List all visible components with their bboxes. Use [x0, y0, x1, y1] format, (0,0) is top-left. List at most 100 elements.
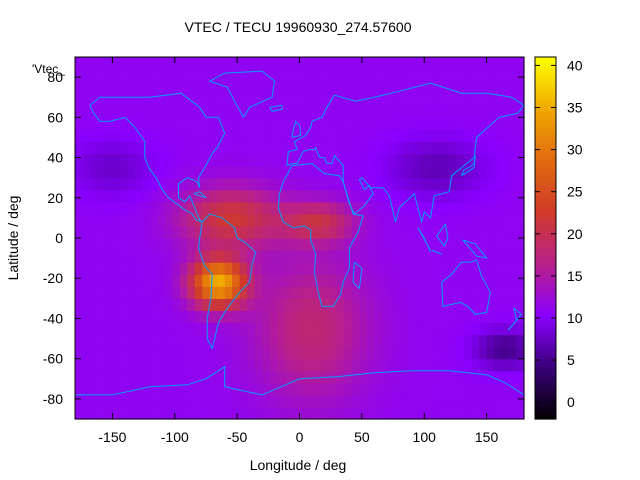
heatmap-cell — [202, 382, 211, 396]
heatmap-cell — [344, 177, 353, 191]
heatmap-cell — [471, 225, 480, 239]
heatmap-cell — [314, 165, 323, 179]
heatmap-cell — [426, 153, 435, 167]
heatmap-cell — [359, 322, 368, 336]
colorbar-segment — [535, 370, 556, 375]
colorbar-segment — [535, 123, 556, 127]
coastline — [441, 259, 491, 315]
heatmap-cell — [389, 406, 398, 420]
heatmap-cell — [501, 57, 510, 70]
colorbar-segment — [535, 319, 556, 324]
heatmap-cell — [284, 310, 293, 324]
heatmap-cell — [479, 141, 488, 155]
heatmap-cell — [262, 286, 271, 299]
heatmap-cell — [494, 406, 503, 420]
heatmap-cell — [232, 201, 241, 215]
heatmap-cell — [149, 153, 158, 167]
heatmap-cell — [187, 286, 196, 299]
heatmap-cell — [344, 57, 353, 70]
heatmap-cell — [464, 129, 473, 143]
heatmap-cell — [262, 189, 271, 203]
heatmap-cell — [359, 286, 368, 299]
heatmap-cell — [172, 213, 181, 227]
heatmap-cell — [404, 322, 413, 336]
heatmap-cell — [119, 141, 128, 155]
heatmap-cell — [389, 129, 398, 143]
heatmap-cell — [501, 201, 510, 215]
heatmap-cell — [434, 117, 443, 130]
heatmap-cell — [494, 322, 503, 336]
heatmap-cell — [479, 286, 488, 299]
colorbar-segment — [535, 132, 556, 137]
heatmap-cell — [471, 406, 480, 420]
heatmap-cell — [456, 213, 465, 227]
heatmap-cell — [404, 153, 413, 167]
heatmap-cell — [157, 81, 166, 94]
heatmap-cell — [89, 153, 99, 167]
heatmap-cell — [142, 358, 151, 372]
heatmap-cell — [351, 286, 360, 299]
colorbar-segment — [535, 415, 556, 420]
heatmap-cell — [254, 129, 263, 143]
heatmap-cell — [449, 225, 458, 239]
heatmap-cell — [224, 177, 233, 191]
heatmap-cell — [396, 298, 405, 311]
heatmap-cell — [232, 189, 241, 203]
heatmap-cell — [501, 286, 510, 299]
heatmap-cell — [254, 213, 263, 227]
heatmap-cell — [441, 406, 450, 420]
heatmap-cell — [172, 346, 181, 360]
heatmap-cell — [411, 274, 420, 287]
heatmap-cell — [104, 322, 114, 336]
heatmap-cell — [179, 141, 188, 155]
heatmap-cell — [112, 189, 121, 203]
heatmap-cell — [374, 298, 383, 311]
heatmap-cell — [194, 225, 203, 239]
heatmap-cell — [306, 310, 316, 324]
heatmap-cell — [97, 189, 106, 203]
heatmap-cell — [277, 382, 286, 396]
heatmap-cell — [374, 370, 383, 384]
heatmap-cell — [247, 117, 256, 130]
heatmap-cell — [82, 250, 91, 263]
colorbar-segment — [535, 225, 556, 230]
heatmap-cell — [127, 141, 136, 155]
heatmap-cell — [404, 286, 413, 299]
heatmap-cell — [112, 201, 121, 215]
heatmap-cell — [501, 334, 510, 348]
heatmap-cell — [494, 153, 503, 167]
heatmap-cell — [82, 177, 91, 191]
heatmap-cell — [299, 298, 308, 311]
heatmap-cell — [426, 117, 435, 130]
heatmap-cell — [441, 382, 450, 396]
y-tick-label: -20 — [43, 270, 63, 286]
heatmap-cell — [89, 93, 99, 106]
coastline — [507, 307, 523, 331]
heatmap-cell — [239, 346, 248, 360]
heatmap-cell — [164, 225, 173, 239]
colorbar-segment — [535, 216, 556, 221]
heatmap-cell — [509, 310, 518, 324]
heatmap-cell — [321, 69, 331, 82]
heatmap-cell — [127, 262, 136, 275]
heatmap-cell — [419, 117, 428, 130]
heatmap-cell — [127, 298, 136, 311]
heatmap-cell — [471, 250, 480, 263]
heatmap-cell — [516, 177, 525, 191]
heatmap-cell — [501, 358, 510, 372]
heatmap-cell — [239, 382, 248, 396]
colorbar-segment — [535, 271, 556, 275]
heatmap-cell — [351, 370, 360, 384]
heatmap-cell — [449, 69, 458, 82]
heatmap-cell — [217, 346, 226, 360]
heatmap-cell — [164, 141, 173, 155]
heatmap-cell — [486, 238, 495, 251]
heatmap-cell — [299, 153, 308, 167]
heatmap-cell — [75, 322, 84, 336]
heatmap-cell — [389, 141, 398, 155]
heatmap-cell — [217, 322, 226, 336]
heatmap-cell — [449, 165, 458, 179]
heatmap-cell — [471, 310, 480, 324]
heatmap-cell — [299, 262, 308, 275]
heatmap-cell — [494, 298, 503, 311]
